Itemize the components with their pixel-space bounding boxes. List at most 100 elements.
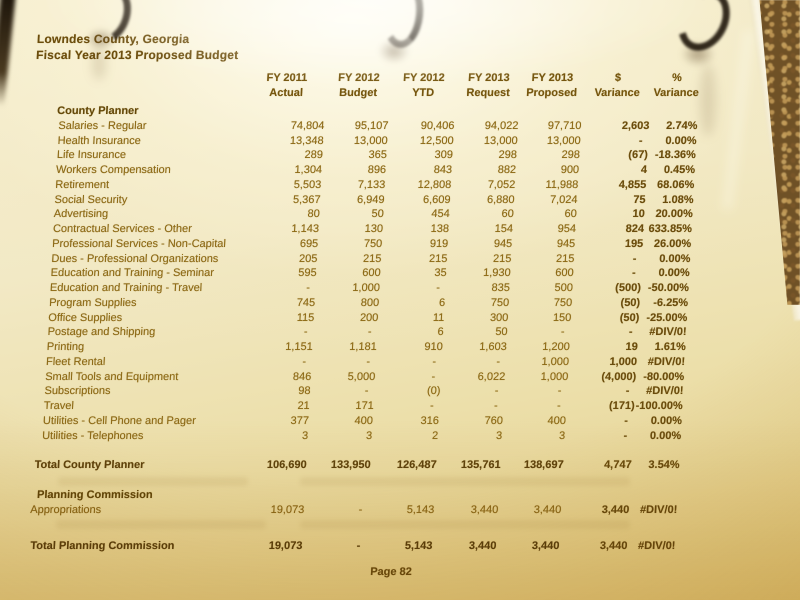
document-title: Lowndes County, Georgia Fiscal Year 2013… <box>36 31 240 63</box>
page-number: Page 82 <box>369 566 413 578</box>
row-value: 309 <box>434 149 454 162</box>
row-value: 6 <box>437 326 444 339</box>
row-value: - <box>557 385 562 398</box>
row-label: Subscriptions <box>44 385 111 398</box>
row-value: 138,697 <box>523 459 564 472</box>
table-row: Advertising 80 50 454 60 60 10 20.00% <box>35 207 695 222</box>
row-value: - <box>305 282 311 294</box>
row-value: 3 <box>365 429 373 442</box>
table-row: Printing 1,151 1,181 910 1,603 1,200 19 1.61% <box>28 340 688 355</box>
row-value: 377 <box>290 414 310 427</box>
row-value: 5,000 <box>347 370 376 383</box>
row-value: 1,000 <box>609 355 638 368</box>
row-value: 3,440 <box>533 503 562 516</box>
row-value: 74,804 <box>290 119 325 132</box>
row-value: - <box>493 400 499 412</box>
row-value: 400 <box>547 414 567 427</box>
row-value: 6 <box>438 296 446 309</box>
table-row: Dues - Professional Organizations 205 215 2… <box>33 252 693 267</box>
row-value: 75 <box>632 193 646 206</box>
row-value: 954 <box>557 223 577 235</box>
row-value: #DIV/0! <box>637 539 676 552</box>
row-value: 2.74% <box>665 119 698 132</box>
header-fy2012-budget: FY 2012 Budget <box>337 72 380 99</box>
row-label: Education and Training - Travel <box>49 282 203 294</box>
row-label: Workers Compensation <box>55 164 172 176</box>
row-value: #DIV/0! <box>647 355 686 368</box>
row-value: 200 <box>359 311 379 324</box>
row-value: - <box>356 539 361 552</box>
row-value: 3 <box>301 429 309 442</box>
row-value: 846 <box>292 370 312 383</box>
row-value: (500) <box>614 282 642 294</box>
table-row: Retirement 5,503 7,133 12,808 7,052 11,988 4,8… <box>37 178 697 193</box>
table-row: Small Tools and Equipment 846 5,000 - 6,022 1… <box>27 370 687 385</box>
row-value: 4,855 <box>618 178 647 191</box>
row-label: Appropriations <box>29 503 102 516</box>
row-value: 945 <box>556 237 576 250</box>
row-value: 1,000 <box>352 282 381 294</box>
row-value: 60 <box>501 208 515 221</box>
table-row: Subscriptions 98 - (0) - - - #DIV/0! <box>26 384 686 399</box>
row-value: - <box>632 252 637 265</box>
row-value: 760 <box>484 414 504 427</box>
row-value: 5,503 <box>293 178 322 191</box>
row-value: 595 <box>298 267 317 280</box>
table-row: Salaries - Regular 74,804 95,107 90,406 94,0… <box>40 119 700 134</box>
row-value: 945 <box>493 237 513 250</box>
table-row: Office Supplies 115 200 11 300 150 (50) -25.00% <box>30 311 690 326</box>
row-value: 3 <box>558 429 566 442</box>
row-label: County Planner <box>56 105 139 117</box>
row-spacer <box>19 518 679 539</box>
row-value: - <box>366 355 371 368</box>
row-value: 135,761 <box>460 459 501 472</box>
row-value: 90,406 <box>420 119 455 132</box>
row-value: 215 <box>362 252 382 265</box>
row-value: 1,000 <box>540 370 569 383</box>
row-value: - <box>494 385 499 398</box>
row-value: 94,022 <box>484 119 519 132</box>
row-label: Total County Planner <box>34 459 145 472</box>
row-value: 215 <box>428 252 448 265</box>
table-row: Fleet Rental - - - - 1,000 1,000 #DIV/0! <box>28 355 688 370</box>
row-value: #DIV/0! <box>648 326 687 339</box>
row-value: - <box>429 400 435 412</box>
row-value: 600 <box>555 267 574 280</box>
row-value: 19,073 <box>268 539 303 552</box>
row-spacer <box>21 473 681 488</box>
row-value: (171) <box>608 400 636 412</box>
table-row: Life Insurance 289 365 309 298 298 (67) -18.36% <box>38 148 698 163</box>
row-value: 95,107 <box>354 119 389 132</box>
row-label: Travel <box>43 400 75 412</box>
row-value: 1,930 <box>482 267 511 280</box>
row-label: Small Tools and Equipment <box>44 370 179 383</box>
row-value: 1,181 <box>348 341 378 353</box>
document-title-line1: Lowndes County, Georgia <box>36 32 190 46</box>
row-value: - <box>358 503 363 516</box>
row-value: 843 <box>433 164 453 176</box>
ring-shadow-trail <box>700 64 716 136</box>
table-row: Postage and Shipping - - 6 50 - - #DIV/0! <box>29 325 689 340</box>
row-value: 7,052 <box>487 178 516 191</box>
row-value: 3 <box>495 429 503 442</box>
row-value: 0.00% <box>650 414 683 427</box>
row-value: 600 <box>362 267 381 280</box>
row-value: 500 <box>554 282 574 294</box>
row-value: 882 <box>497 164 517 176</box>
row-label: Planning Commission <box>36 489 153 501</box>
row-label: Contractual Services - Other <box>52 223 193 235</box>
table-column-headers: FY 2011 Actual FY 2012 Budget FY 2012 YT… <box>42 71 703 101</box>
row-value: - <box>303 326 308 339</box>
table-row: Education and Training - Seminar 595 600 35… <box>32 266 692 281</box>
row-value: 2,603 <box>621 119 650 132</box>
table-row: Social Security 5,367 6,949 6,609 6,880 7,024… <box>36 193 696 208</box>
table-row: Contractual Services - Other 1,143 130 138 1… <box>35 222 695 237</box>
row-value: (4,000) <box>601 370 637 383</box>
row-value: 6,949 <box>356 193 385 206</box>
table-row: Planning Commission <box>21 488 681 503</box>
header-label-column <box>42 71 248 101</box>
row-value: 4,747 <box>603 459 632 472</box>
row-label: Program Supplies <box>48 296 137 309</box>
row-value: 454 <box>431 208 451 221</box>
